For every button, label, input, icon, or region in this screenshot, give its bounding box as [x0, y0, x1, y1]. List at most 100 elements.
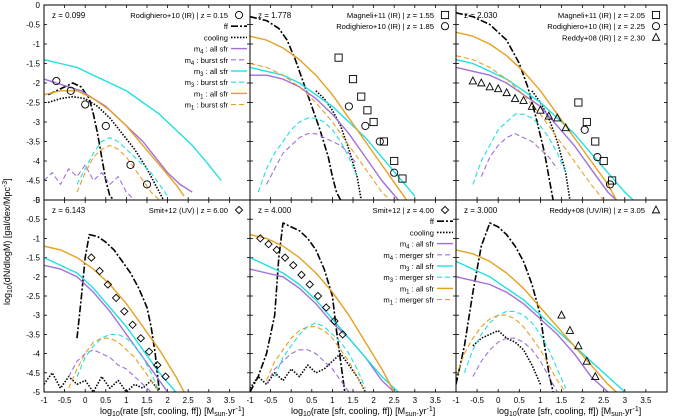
x-tick-label: 1 — [538, 396, 543, 405]
obs-point-triangle — [510, 93, 520, 102]
x-axis-label-1: log10(rate [sfr, cooling, ff]) [Msun.yr-… — [100, 406, 244, 418]
series-line-m3-part — [257, 117, 358, 193]
series-line-ff — [456, 222, 554, 392]
obs-point-square — [390, 156, 399, 166]
legend-label: m4 : burst sfr — [185, 56, 229, 67]
obs-point-triangle — [561, 122, 571, 132]
obs-point-diamond — [321, 303, 331, 312]
legend-label: m4 : all sfr — [194, 45, 229, 56]
y-tick-label: -1 — [33, 40, 41, 49]
x-tick-label: 3.5 — [640, 396, 652, 405]
panel-2: z = 1.778 Magneli+11 (IR) | z = 1.55 Rodig… — [249, 4, 457, 201]
legend-label: m3 : merger sfr — [383, 273, 434, 284]
obs-point-triangle — [527, 101, 537, 110]
obs-point-circle — [52, 77, 61, 86]
y-tick-label: -2.5 — [26, 292, 40, 301]
redshift-label: z = 1.778 — [258, 11, 292, 20]
obs-point-circle — [390, 168, 399, 177]
x-tick-label: -1 — [246, 396, 254, 405]
x-tick-label: 1.5 — [556, 396, 568, 405]
obs-point-square — [608, 176, 617, 185]
series-group — [250, 15, 416, 200]
obs-point-circle — [126, 160, 135, 169]
x-tick-label: 3.5 — [224, 396, 236, 405]
obs-point-square — [574, 98, 583, 107]
obs-point-circle — [375, 137, 384, 146]
legend-label: Reddy+08 (IR) | z = 2.30 — [562, 33, 645, 42]
y-tick-label: -4.5 — [26, 369, 40, 378]
legend-label: Smit+12 (UV) | z = 6.00 — [149, 206, 228, 215]
x-tick-label: 2.5 — [389, 396, 401, 405]
redshift-label: z = 4.000 — [258, 206, 292, 215]
legend-label: cooling — [410, 228, 434, 237]
legend-symbol-circle — [234, 10, 244, 20]
legend-label: Magneli+11 (IR) | z = 2.05 — [558, 11, 645, 20]
obs-point-diamond — [289, 261, 298, 270]
obs-point-triangle — [552, 113, 562, 122]
obs-point-circle — [142, 180, 152, 189]
series-line-m4-all — [456, 66, 617, 200]
obs-point-diamond — [272, 245, 282, 255]
obs-point-triangle — [582, 356, 592, 365]
series-line-m3-all — [456, 260, 626, 392]
obs-point-diamond — [338, 330, 347, 339]
series-line-cooling — [531, 90, 571, 200]
obs-point-circle — [580, 125, 589, 134]
obs-point-diamond — [87, 253, 96, 262]
series-line-ff — [250, 222, 346, 392]
redshift-label: z = 3.000 — [464, 206, 498, 215]
series-line-m1-part — [456, 55, 605, 200]
y-tick-label: -4 — [33, 350, 41, 359]
y-tick-label: -2.5 — [26, 99, 40, 108]
obs-point-diamond — [136, 334, 146, 343]
redshift-label: z = 6.143 — [52, 206, 86, 215]
obs-point-square — [369, 117, 378, 127]
x-tick-label: 1.5 — [141, 396, 153, 405]
legend-label: m1 : merger sfr — [383, 296, 434, 307]
y-tick-label: -2 — [33, 273, 41, 282]
obs-point-square — [582, 117, 591, 127]
x-tick-label: -0.5 — [470, 396, 484, 405]
obs-point-circle — [66, 86, 75, 95]
y-tick-label: -0.5 — [26, 215, 40, 224]
series-group — [44, 58, 222, 200]
x-tick-label: 1 — [124, 396, 129, 405]
y-tick-label: -5 — [33, 196, 41, 205]
series-line-cooling — [315, 90, 362, 200]
obs-point-diamond — [161, 372, 170, 381]
obs-point-diamond — [305, 280, 314, 289]
x-tick-label: -0.5 — [264, 396, 278, 405]
legend-symbol-square — [651, 10, 661, 20]
obs-point-circle — [81, 100, 90, 109]
legend-symbol-circle — [651, 22, 661, 31]
series-line-m4-all — [44, 264, 169, 392]
series-line-m1-all — [250, 35, 408, 200]
series-line-m3-part — [76, 137, 169, 197]
legend-symbol-diamond — [440, 205, 450, 215]
legend-symbol-triangle — [651, 32, 661, 41]
series-line-m1-all — [456, 249, 617, 392]
series-line-m1-all — [456, 31, 618, 200]
series-line-ff — [47, 82, 115, 200]
legend-label: m4 : all sfr — [400, 240, 435, 251]
legend: Reddy+08 (UV/IR) | z = 3.05 — [549, 205, 661, 215]
obs-point-triangle — [485, 81, 495, 91]
obs-point-circle — [361, 121, 370, 130]
obs-point-circle — [605, 180, 615, 189]
obs-point-triangle — [557, 310, 566, 319]
obs-point-circle — [344, 102, 353, 111]
x-tick-label: 2.5 — [598, 396, 610, 405]
legend-label: Reddy+08 (UV/IR) | z = 3.05 — [549, 206, 645, 215]
series-line-m4-all — [456, 276, 609, 392]
redshift-label: z = 2.030 — [464, 11, 498, 20]
obs-point-triangle — [565, 325, 575, 334]
x-tick-label: -0.5 — [58, 396, 72, 405]
obs-point-triangle — [544, 111, 554, 120]
obs-point-triangle — [519, 95, 528, 104]
obs-point-diamond — [297, 270, 306, 280]
y-tick-label: -4 — [33, 157, 41, 166]
legend-label: m1 : all sfr — [400, 284, 435, 295]
legend-label: m3 : burst sfr — [185, 78, 229, 89]
